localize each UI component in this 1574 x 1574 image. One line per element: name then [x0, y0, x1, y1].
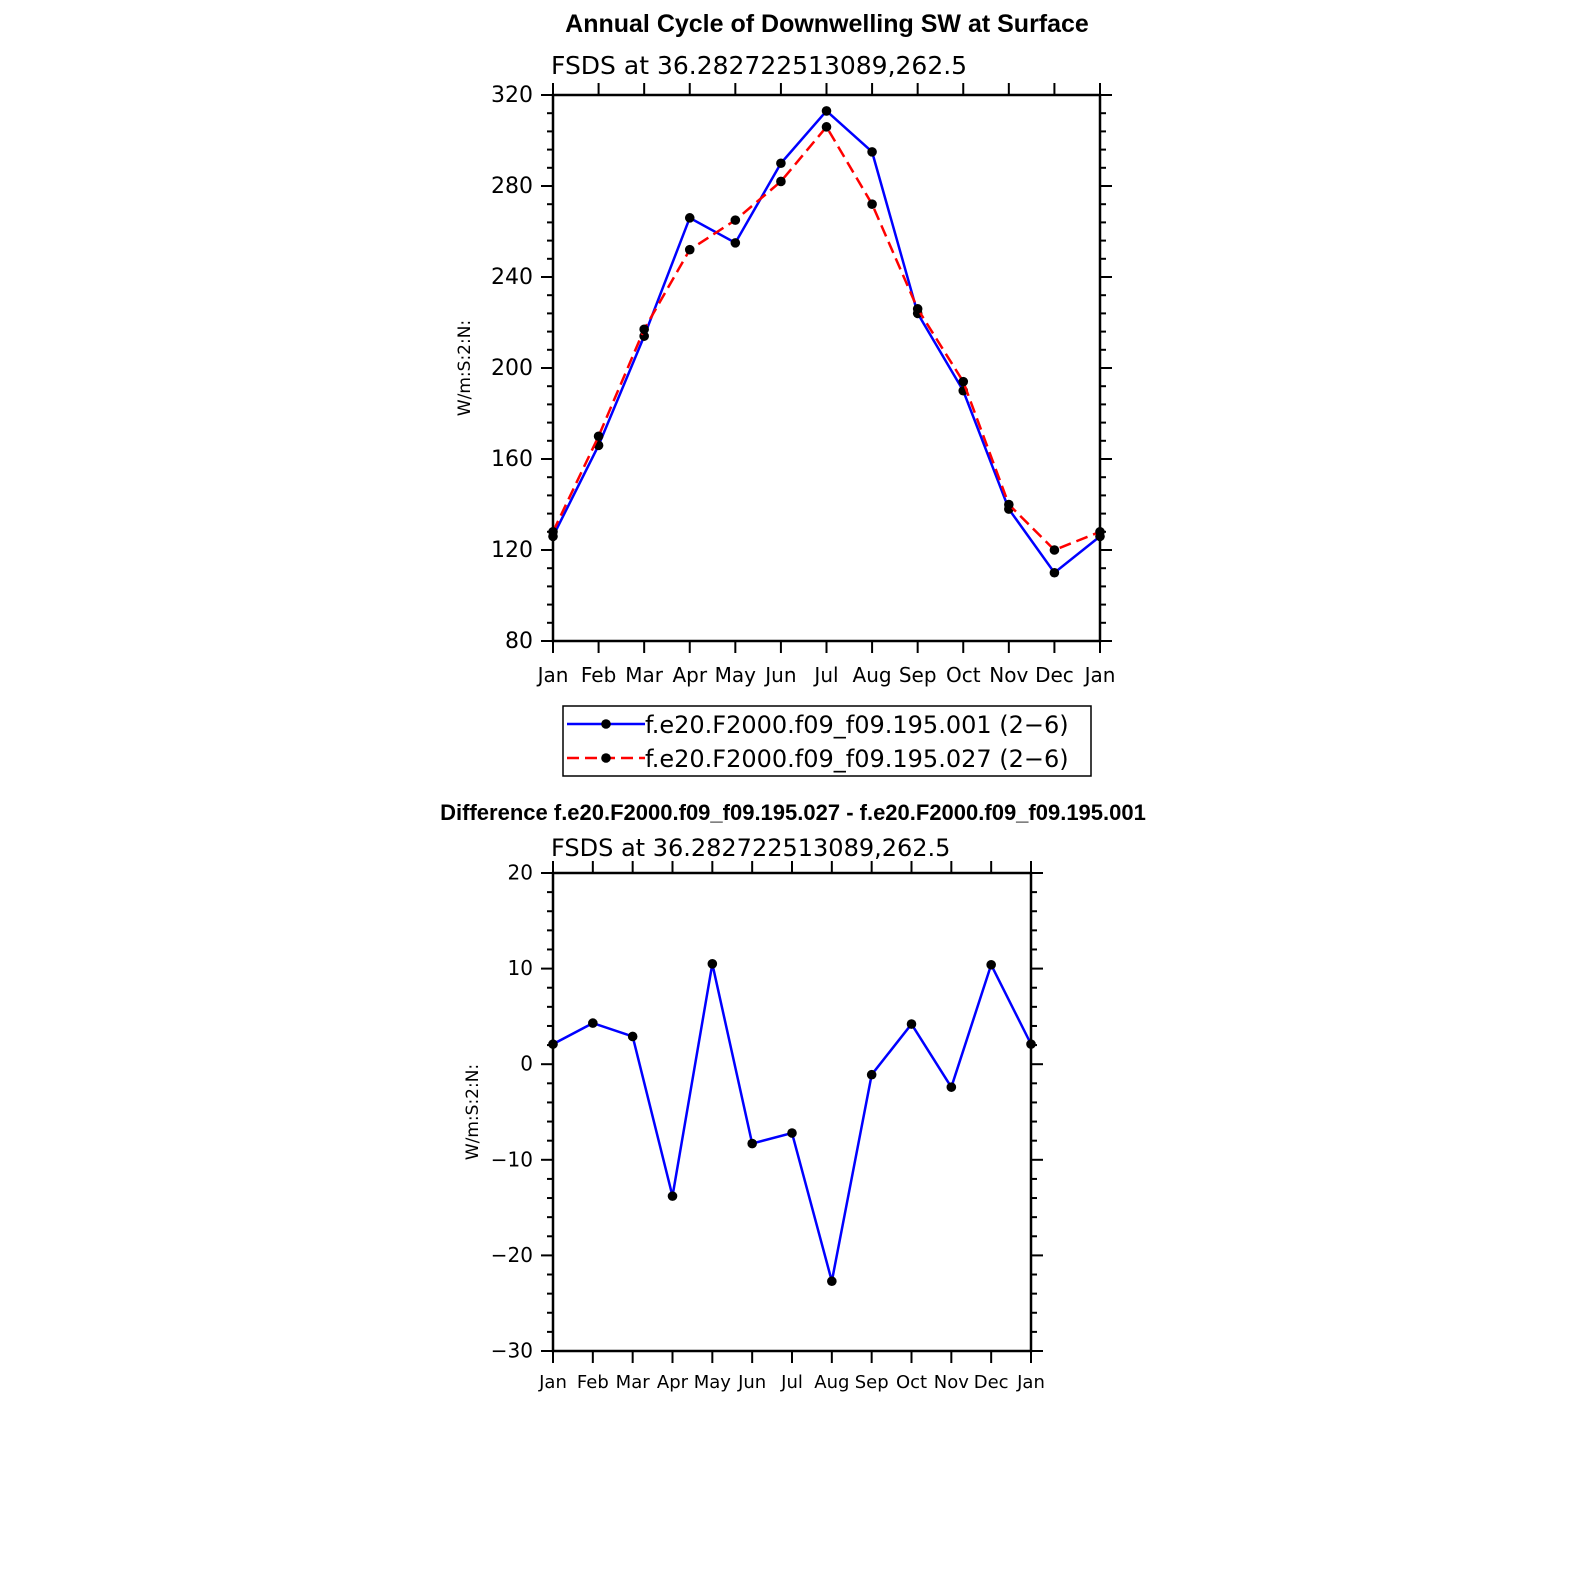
data-point [1026, 1039, 1036, 1049]
plot-frame [551, 93, 1102, 643]
y-tick-label: −30 [491, 1338, 533, 1362]
chart-subtitle: FSDS at 36.282722513089,262.5 [551, 834, 950, 862]
legend: f.e20.F2000.f09_f09.195.001 (2−6) f.e20.F… [562, 705, 1092, 777]
x-tick-label: Aug [853, 663, 892, 687]
x-tick-label: Nov [934, 1372, 969, 1393]
y-tick-label: 10 [508, 956, 533, 980]
data-point [684, 244, 695, 255]
plot-frame [551, 871, 1033, 1353]
data-point [867, 147, 877, 157]
legend-label-2: f.e20.F2000.f09_f09.195.027 (2−6) [645, 745, 1069, 773]
x-tick-label: Nov [989, 663, 1028, 687]
data-point [593, 431, 604, 442]
y-tick-label: 80 [505, 629, 533, 654]
legend-label-1: f.e20.F2000.f09_f09.195.001 (2−6) [645, 711, 1069, 739]
y-tick-label: 240 [491, 265, 533, 290]
data-point [912, 304, 923, 314]
data-point [548, 527, 558, 537]
y-axis-label: W/m:S:2:N: [455, 320, 475, 416]
x-tick-label: Jul [780, 1372, 803, 1393]
data-point [730, 215, 741, 225]
data-point [986, 959, 996, 970]
x-tick-label: Jan [1083, 663, 1116, 687]
data-point [776, 176, 786, 187]
x-tick-label: May [715, 663, 757, 687]
x-tick-label: Jul [812, 663, 838, 687]
data-point [707, 959, 718, 969]
x-tick-label: Mar [625, 663, 664, 687]
y-tick-label: −10 [491, 1147, 533, 1171]
series-line-1 [551, 109, 1101, 575]
chart-title: Difference f.e20.F2000.f09_f09.195.027 -… [440, 800, 1146, 825]
legend-marker [601, 719, 611, 729]
x-tick-label: Jan [1016, 1372, 1045, 1393]
series-line-1 [552, 961, 1033, 1282]
x-tick-label: Apr [657, 1372, 689, 1393]
data-point [867, 199, 877, 209]
data-point [730, 238, 741, 248]
x-tick-label: Jun [737, 1372, 766, 1393]
y-axis-label: W/m:S:2:N: [463, 1064, 483, 1160]
data-point [827, 1276, 837, 1287]
data-point [548, 1039, 558, 1049]
y-tick-label: 320 [491, 83, 533, 108]
data-point [821, 106, 832, 116]
y-tick-label: 160 [491, 447, 533, 472]
data-point [667, 1191, 678, 1201]
data-point [639, 324, 649, 335]
x-tick-label: Mar [616, 1372, 651, 1393]
chart-panel-1: Annual Cycle of Downwelling SW at Surfac… [455, 10, 1116, 777]
data-point [1049, 567, 1060, 578]
data-point [1049, 545, 1060, 555]
data-point [747, 1138, 757, 1149]
chart-subtitle: FSDS at 36.282722513089,262.5 [551, 51, 967, 80]
data-point [958, 376, 969, 387]
x-tick-label: Feb [577, 1372, 609, 1393]
y-tick-label: 280 [491, 174, 533, 199]
data-point [906, 1019, 917, 1029]
data-point [588, 1018, 598, 1028]
data-point [821, 122, 832, 132]
legend-marker [601, 753, 611, 763]
y-tick-label: 120 [491, 538, 533, 563]
x-tick-label: May [694, 1372, 732, 1393]
x-tick-label: Apr [672, 663, 707, 687]
x-tick-label: Feb [581, 663, 616, 687]
legend-box [562, 705, 1092, 777]
data-point [627, 1031, 638, 1042]
x-tick-label: Aug [814, 1372, 849, 1393]
series-line-2 [551, 124, 1101, 552]
data-point [1004, 499, 1014, 510]
data-point [1095, 527, 1105, 537]
data-point [946, 1082, 957, 1092]
data-point [787, 1128, 797, 1138]
y-tick-label: 0 [520, 1052, 533, 1076]
y-tick-label: 20 [508, 860, 533, 884]
y-tick-label: 200 [491, 356, 533, 381]
x-tick-label: Dec [974, 1372, 1009, 1393]
x-tick-label: Dec [1035, 663, 1074, 687]
x-tick-label: Oct [896, 1372, 927, 1393]
data-point [776, 158, 786, 169]
x-tick-label: Sep [899, 663, 937, 687]
x-tick-label: Jun [763, 663, 796, 687]
data-point [684, 213, 695, 223]
y-tick-label: −20 [491, 1243, 533, 1267]
x-tick-label: Sep [855, 1372, 889, 1393]
x-tick-label: Jan [538, 1372, 567, 1393]
x-tick-label: Oct [946, 663, 981, 687]
chart-panel-2: Difference f.e20.F2000.f09_f09.195.027 -… [440, 800, 1146, 1393]
x-tick-label: Jan [536, 663, 569, 687]
chart-title: Annual Cycle of Downwelling SW at Surfac… [565, 10, 1089, 38]
data-point [866, 1069, 877, 1080]
